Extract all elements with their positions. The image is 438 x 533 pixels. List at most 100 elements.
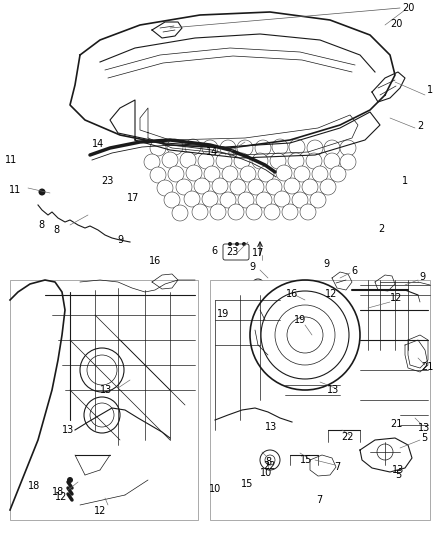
Text: 7: 7 [317, 495, 323, 505]
Text: 15: 15 [241, 479, 254, 489]
Circle shape [162, 152, 178, 168]
Text: 22: 22 [263, 462, 276, 471]
Circle shape [230, 179, 246, 195]
Circle shape [270, 153, 286, 169]
Circle shape [248, 179, 264, 195]
Text: 10: 10 [260, 468, 272, 478]
Text: 23: 23 [101, 176, 113, 186]
Text: 12: 12 [94, 506, 106, 516]
Circle shape [220, 192, 236, 208]
Circle shape [172, 205, 188, 221]
Circle shape [306, 153, 322, 169]
Text: 1: 1 [427, 85, 433, 95]
Text: 9: 9 [323, 259, 329, 269]
Text: 11: 11 [5, 155, 17, 165]
Circle shape [242, 242, 246, 246]
Circle shape [276, 165, 292, 181]
Text: 8: 8 [53, 225, 59, 235]
Text: 20: 20 [402, 3, 414, 13]
Text: 6: 6 [212, 246, 218, 255]
Circle shape [144, 154, 160, 170]
Text: 13: 13 [62, 425, 74, 435]
Text: 5: 5 [396, 471, 402, 480]
Text: 11: 11 [9, 185, 21, 195]
Circle shape [252, 153, 268, 169]
Circle shape [157, 180, 173, 196]
Circle shape [238, 192, 254, 208]
Circle shape [274, 191, 290, 207]
Circle shape [237, 140, 253, 156]
Circle shape [234, 153, 250, 169]
Circle shape [220, 140, 236, 156]
Circle shape [210, 204, 226, 220]
Text: 16: 16 [286, 289, 298, 299]
Circle shape [324, 153, 340, 169]
Circle shape [202, 140, 218, 156]
Circle shape [168, 166, 184, 182]
Text: 7: 7 [334, 462, 340, 472]
Circle shape [307, 140, 323, 156]
Text: 15: 15 [300, 455, 312, 465]
Text: 18: 18 [52, 487, 64, 497]
Circle shape [150, 140, 166, 156]
Circle shape [150, 167, 166, 183]
Circle shape [284, 178, 300, 194]
Circle shape [300, 204, 316, 220]
Text: 1: 1 [402, 176, 408, 186]
Text: 6: 6 [351, 266, 357, 276]
Text: 9: 9 [419, 272, 425, 282]
Text: 21: 21 [390, 419, 403, 429]
Text: 18: 18 [28, 481, 40, 491]
Text: 9: 9 [117, 235, 124, 245]
Text: 5: 5 [421, 433, 427, 443]
Circle shape [167, 139, 183, 155]
Circle shape [246, 204, 262, 220]
Circle shape [67, 477, 73, 483]
Circle shape [235, 242, 239, 246]
Text: 8: 8 [39, 220, 45, 230]
Circle shape [39, 189, 46, 196]
Circle shape [320, 179, 336, 195]
Text: 13: 13 [100, 385, 112, 395]
Text: 17: 17 [252, 248, 264, 258]
Text: 12: 12 [325, 289, 337, 299]
Circle shape [324, 140, 340, 156]
Circle shape [330, 166, 346, 182]
Circle shape [186, 165, 202, 181]
Circle shape [192, 204, 208, 220]
Circle shape [180, 152, 196, 168]
Circle shape [312, 166, 328, 182]
Circle shape [302, 179, 318, 195]
Text: 12: 12 [390, 293, 402, 303]
Text: 17: 17 [127, 193, 140, 203]
Circle shape [258, 166, 274, 182]
Text: 9: 9 [249, 262, 255, 272]
Text: 2: 2 [378, 224, 384, 234]
Bar [210, 280, 430, 520]
Text: 14: 14 [206, 147, 218, 157]
Text: 13: 13 [265, 423, 278, 432]
Circle shape [204, 166, 220, 182]
Text: 16: 16 [149, 256, 162, 266]
Circle shape [194, 178, 210, 194]
Circle shape [228, 242, 232, 246]
Circle shape [294, 166, 310, 182]
Circle shape [185, 139, 201, 155]
Circle shape [255, 140, 271, 156]
Circle shape [164, 192, 180, 208]
Text: 14: 14 [92, 139, 105, 149]
Text: 19: 19 [217, 310, 230, 319]
Circle shape [282, 204, 298, 220]
Text: 2: 2 [417, 121, 423, 131]
Circle shape [198, 153, 214, 169]
Circle shape [228, 204, 244, 220]
Text: 20: 20 [390, 19, 403, 29]
Circle shape [240, 166, 256, 182]
Circle shape [310, 192, 326, 208]
Circle shape [256, 192, 272, 208]
Text: 12: 12 [55, 492, 67, 502]
FancyBboxPatch shape [223, 244, 249, 260]
Text: 10: 10 [208, 484, 221, 494]
Circle shape [184, 191, 200, 207]
Circle shape [222, 166, 238, 182]
